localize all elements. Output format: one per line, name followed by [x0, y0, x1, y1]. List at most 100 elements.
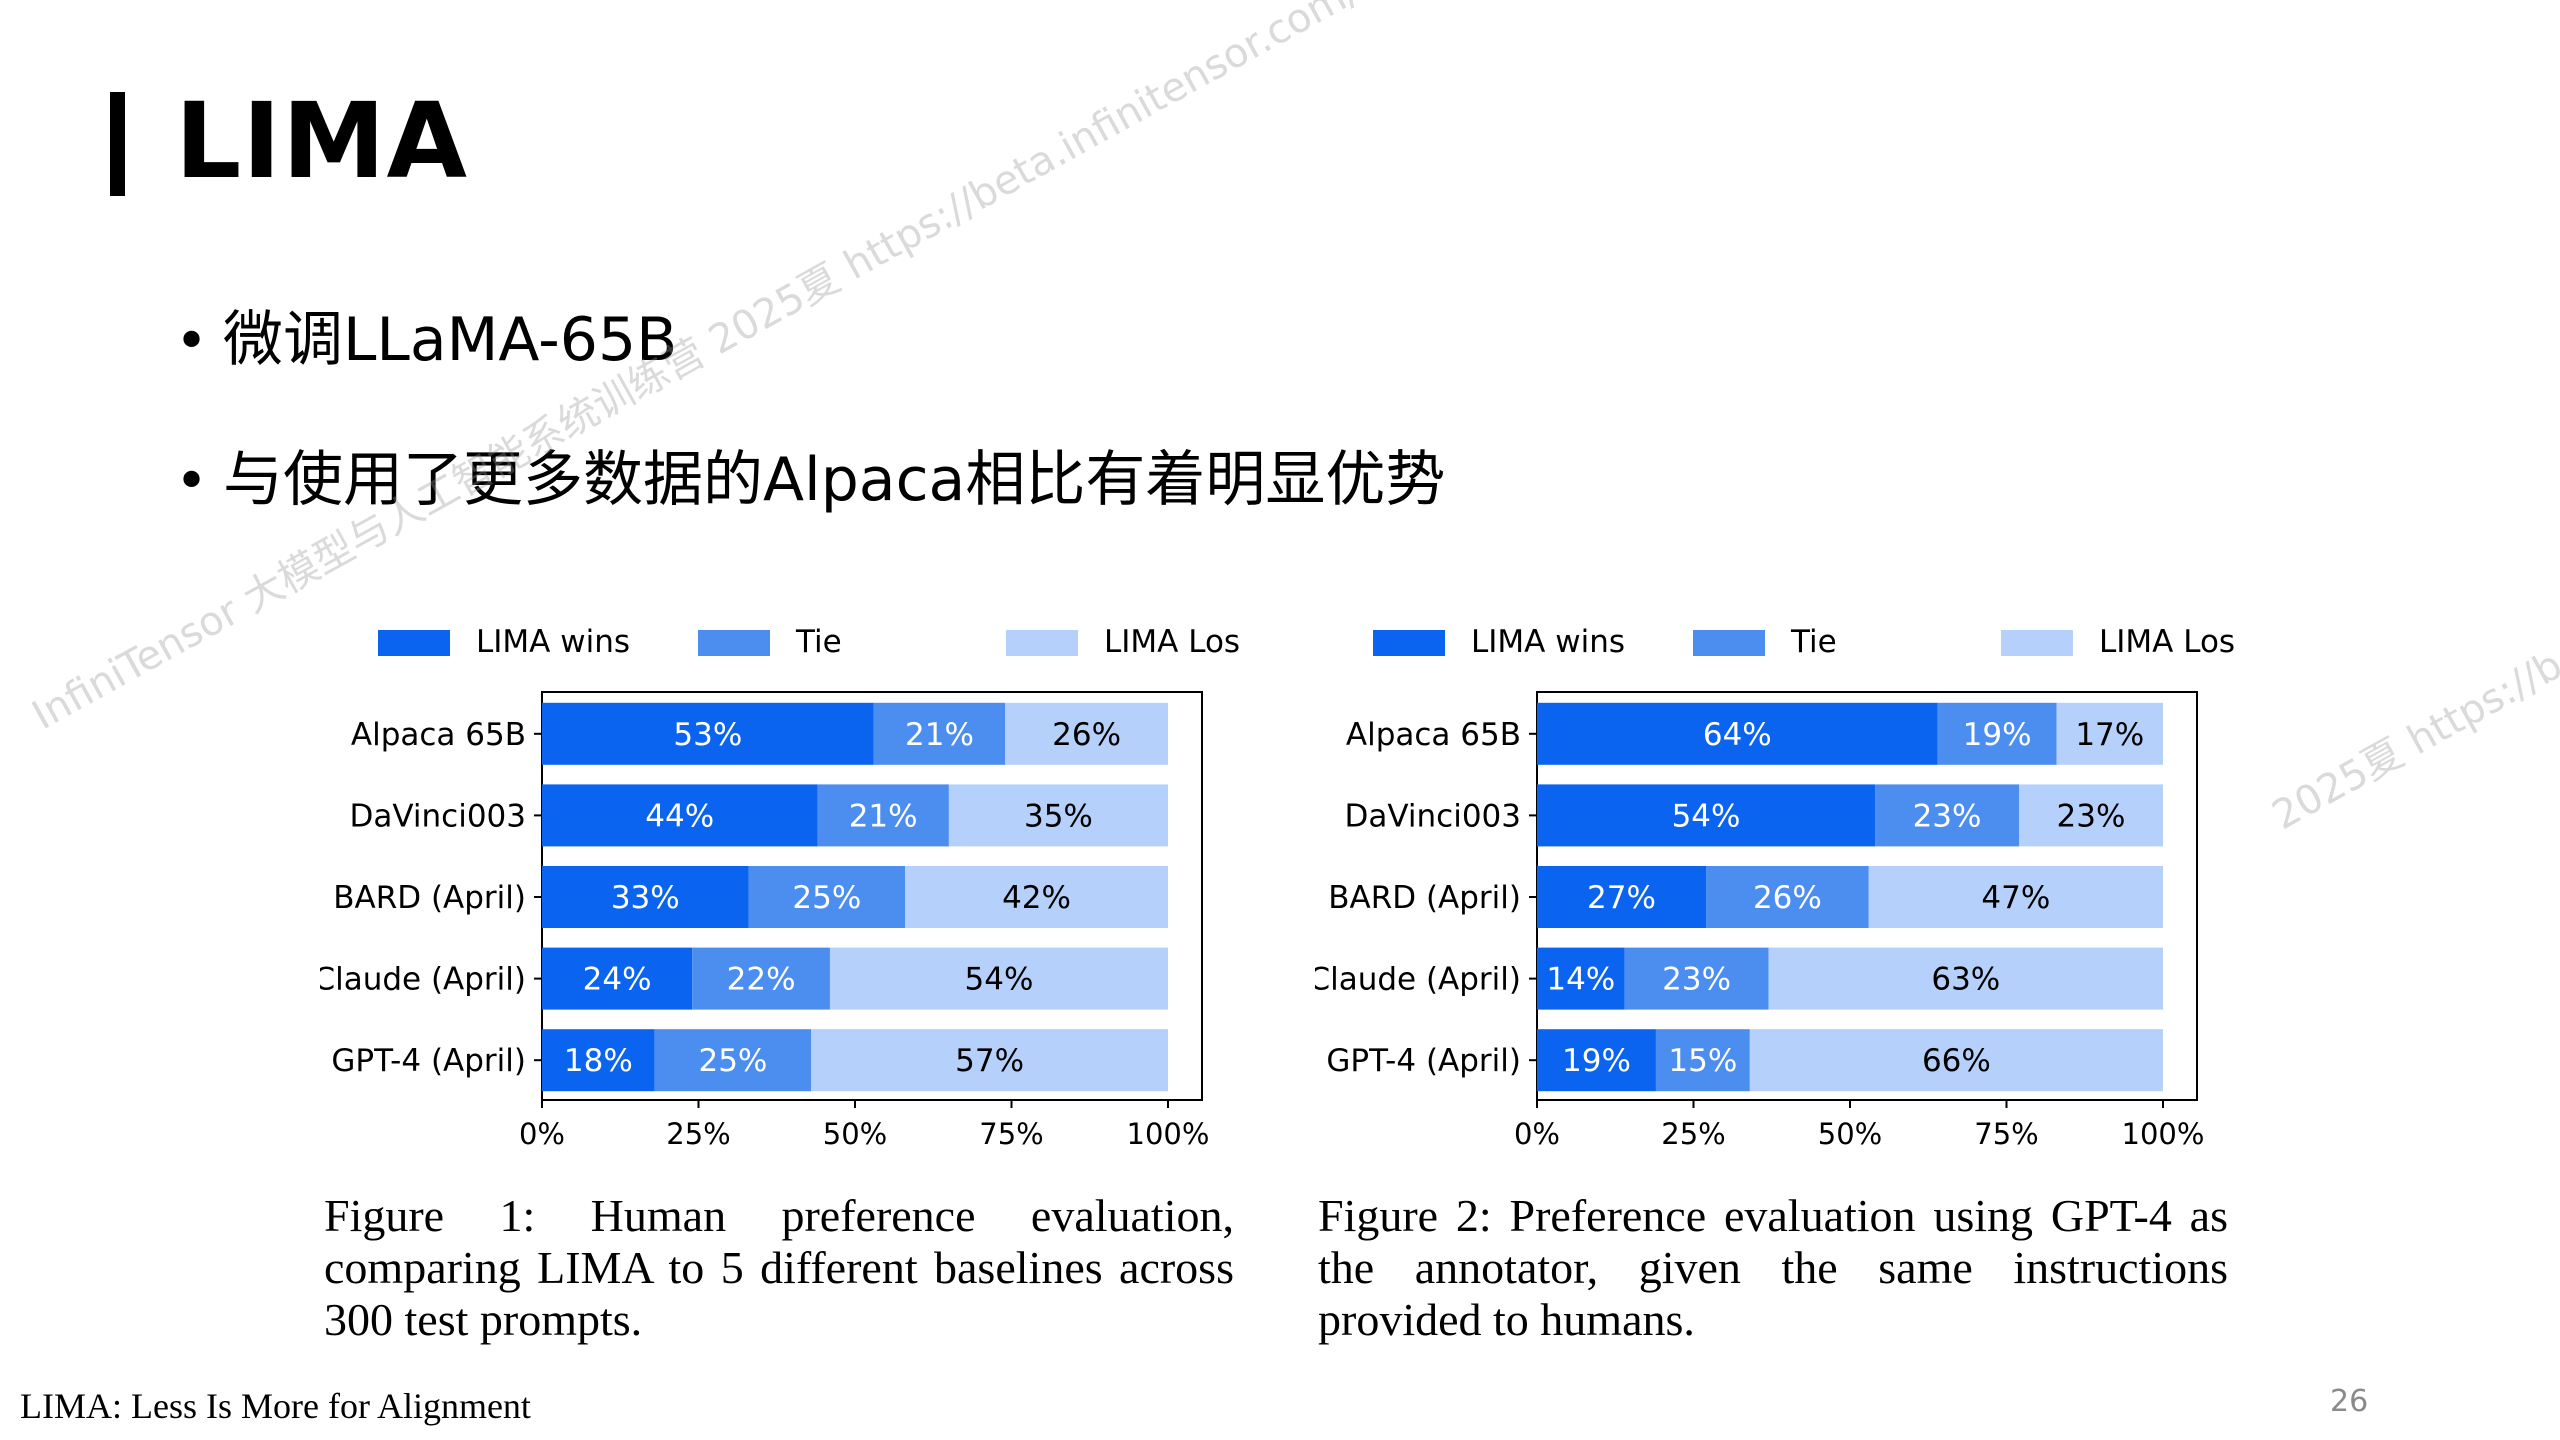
watermark-text: 2025夏 https://beta.in — [2264, 586, 2560, 839]
bar-value-label: 24% — [583, 962, 652, 998]
bar-lima-loses — [905, 866, 1168, 928]
legend-label: Tie — [795, 624, 842, 660]
bar-lima-loses — [1749, 1029, 2163, 1092]
bar-value-label: 44% — [645, 798, 714, 834]
bar-tie — [1624, 947, 1769, 1010]
bar-value-label: 35% — [1024, 798, 1093, 834]
bar-tie — [1655, 1029, 1750, 1092]
slide-title: LIMA — [175, 80, 468, 202]
bullet-list: • 微调LLaMA-65B • 与使用了更多数据的Alpaca相比有着明显优势 — [175, 270, 1445, 550]
y-tick-label: Claude (April) — [1315, 962, 1521, 998]
bar-value-label: 25% — [792, 880, 861, 916]
bar-tie — [692, 947, 830, 1010]
bar-value-label: 21% — [905, 717, 974, 753]
legend-swatch-0 — [378, 630, 450, 656]
y-tick-label: GPT-4 (April) — [331, 1043, 526, 1079]
bar-lima-wins — [542, 947, 693, 1010]
bar-value-label: 53% — [673, 717, 742, 753]
legend-swatch-1 — [698, 630, 770, 656]
bar-lima-loses — [1768, 947, 2163, 1010]
y-tick-label: Alpaca 65B — [1346, 717, 1521, 753]
x-tick-label: 25% — [666, 1117, 730, 1151]
bar-lima-wins — [1537, 866, 1707, 928]
bullet-dot: • — [175, 309, 209, 374]
bar-lima-loses — [2019, 784, 2163, 847]
bar-lima-loses — [948, 784, 1168, 847]
bar-tie — [654, 1029, 812, 1092]
legend-label: LIMA wins — [1471, 624, 1625, 660]
chart-gpt4-preference: LIMA wins Tie LIMA Loses 64% 19% 17% Alpaca 65… — [1315, 600, 2235, 1160]
x-tick-label: 0% — [1514, 1117, 1560, 1151]
x-tick-label: 100% — [1127, 1117, 1210, 1151]
legend-label: LIMA wins — [476, 624, 630, 660]
legend-swatch-2 — [1006, 630, 1078, 656]
bar-lima-wins — [1537, 784, 1876, 847]
bar-value-label: 15% — [1668, 1043, 1737, 1079]
bar-value-label: 63% — [1931, 962, 2000, 998]
bar-lima-loses — [829, 947, 1168, 1010]
bullet-text: 与使用了更多数据的Alpaca相比有着明显优势 — [223, 445, 1446, 515]
paper-reference: LIMA: Less Is More for Alignment — [20, 1386, 531, 1426]
x-tick-label: 50% — [1818, 1117, 1882, 1151]
bar-value-label: 66% — [1922, 1043, 1991, 1079]
bullet-item: • 微调LLaMA-65B — [175, 270, 1445, 410]
x-tick-label: 25% — [1661, 1117, 1725, 1151]
bar-value-label: 14% — [1546, 962, 1615, 998]
bar-value-label: 25% — [698, 1043, 767, 1079]
x-tick-label: 0% — [519, 1117, 565, 1151]
bar-tie — [748, 866, 906, 928]
bar-lima-wins — [542, 784, 818, 847]
bar-value-label: 47% — [1981, 880, 2050, 916]
bullet-text: 微调LLaMA-65B — [223, 305, 678, 375]
bar-value-label: 27% — [1587, 880, 1656, 916]
x-tick-label: 100% — [2122, 1117, 2205, 1151]
bar-lima-loses — [1868, 866, 2163, 928]
bar-value-label: 23% — [1662, 962, 1731, 998]
page-number: 26 — [2330, 1384, 2369, 1419]
bar-lima-wins — [542, 1029, 655, 1092]
bullet-item: • 与使用了更多数据的Alpaca相比有着明显优势 — [175, 410, 1445, 550]
x-tick-label: 75% — [979, 1117, 1043, 1151]
chart-svg: LIMA wins Tie LIMA Loses 64% 19% 17% Alpaca 65… — [1315, 624, 2235, 1151]
bar-value-label: 42% — [1002, 880, 1071, 916]
bar-tie — [1706, 866, 1869, 928]
bullet-dot: • — [175, 449, 209, 514]
y-tick-label: DaVinci003 — [350, 798, 526, 834]
bar-lima-wins — [542, 866, 749, 928]
chart-svg: LIMA wins Tie LIMA Loses 53% 21% 26% Alpaca 65… — [320, 624, 1240, 1151]
y-tick-label: Claude (April) — [320, 962, 526, 998]
bar-lima-wins — [1537, 702, 1938, 765]
bar-value-label: 19% — [1562, 1043, 1631, 1079]
y-tick-label: Alpaca 65B — [351, 717, 526, 753]
legend-swatch-2 — [2001, 630, 2073, 656]
bar-value-label: 57% — [955, 1043, 1024, 1079]
bar-lima-loses — [2056, 702, 2163, 765]
figure-2-caption: Figure 2: Preference evaluation using GP… — [1318, 1190, 2228, 1345]
y-tick-label: GPT-4 (April) — [1326, 1043, 1521, 1079]
legend-label: Tie — [1790, 624, 1837, 660]
legend-swatch-1 — [1693, 630, 1765, 656]
bar-value-label: 64% — [1703, 717, 1772, 753]
bar-value-label: 19% — [1963, 717, 2032, 753]
x-tick-label: 75% — [1974, 1117, 2038, 1151]
y-tick-label: DaVinci003 — [1345, 798, 1521, 834]
bar-value-label: 33% — [611, 880, 680, 916]
figure-1-caption: Figure 1: Human preference evaluation, c… — [324, 1190, 1234, 1345]
bar-lima-loses — [1005, 702, 1168, 765]
legend-label: LIMA Loses — [2099, 624, 2235, 660]
bar-tie — [1875, 784, 2020, 847]
bar-value-label: 26% — [1753, 880, 1822, 916]
x-tick-label: 50% — [823, 1117, 887, 1151]
bar-tie — [817, 784, 949, 847]
legend-label: LIMA Loses — [1104, 624, 1240, 660]
bar-value-label: 22% — [727, 962, 796, 998]
bar-value-label: 17% — [2075, 717, 2144, 753]
bar-value-label: 23% — [1913, 798, 1982, 834]
bar-value-label: 21% — [849, 798, 918, 834]
y-tick-label: BARD (April) — [333, 880, 526, 916]
y-tick-label: BARD (April) — [1328, 880, 1521, 916]
bar-value-label: 54% — [1672, 798, 1741, 834]
chart-human-preference: LIMA wins Tie LIMA Loses 53% 21% 26% Alpaca 65… — [320, 600, 1240, 1160]
bar-value-label: 26% — [1052, 717, 1121, 753]
bar-lima-wins — [542, 702, 874, 765]
